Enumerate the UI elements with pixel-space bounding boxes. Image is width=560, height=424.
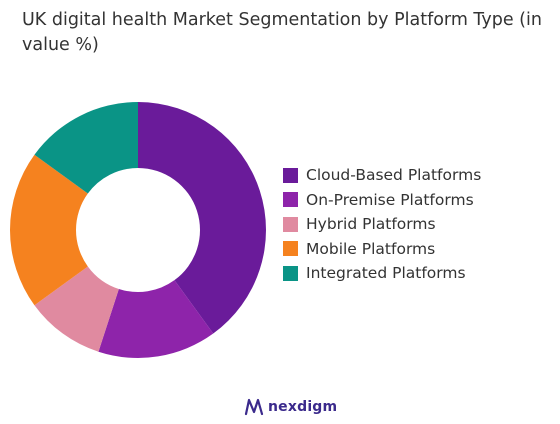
donut-slice-hybrid-platforms [34,266,119,352]
chart-legend: Cloud-Based Platforms On-Premise Platform… [283,163,481,286]
donut-slice-mobile-platforms [9,154,88,306]
legend-label: Mobile Platforms [306,239,436,258]
legend-item: Cloud-Based Platforms [283,163,481,188]
brand-name: nexdigm [268,399,338,415]
legend-item: Hybrid Platforms [283,212,481,237]
donut-slice-on-premise-platforms [98,280,214,358]
legend-label: Integrated Platforms [306,264,466,283]
legend-item: Mobile Platforms [283,237,481,262]
legend-item: Integrated Platforms [283,261,481,286]
legend-swatch [283,192,298,208]
legend-swatch [283,216,298,232]
legend-swatch [283,167,298,183]
brand-footer: nexdigm [244,398,337,416]
legend-swatch [283,241,298,257]
donut-slice-cloud-based-platforms [138,102,266,334]
nexdigm-logo-icon [244,398,264,416]
legend-label: Cloud-Based Platforms [306,166,482,185]
donut-slice-integrated-platforms [34,102,138,194]
legend-label: Hybrid Platforms [306,215,436,234]
legend-item: On-Premise Platforms [283,188,481,213]
legend-swatch [283,265,298,281]
chart-title: UK digital health Market Segmentation by… [22,10,542,55]
legend-label: On-Premise Platforms [306,190,474,209]
